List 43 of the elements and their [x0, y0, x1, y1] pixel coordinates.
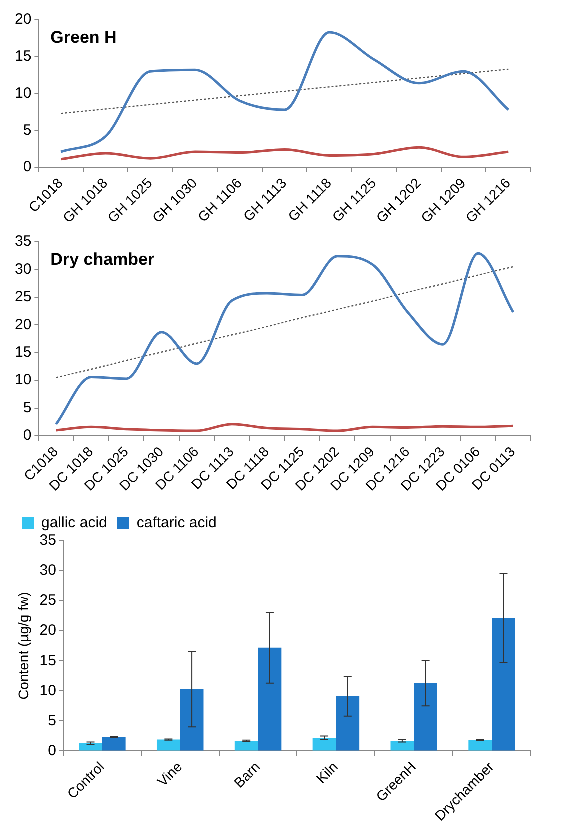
text: Green H — [50, 28, 117, 48]
y-tick-label: 20 — [14, 316, 32, 334]
bar — [180, 689, 204, 751]
y-tick-label: 5 — [23, 399, 32, 416]
y-tick-label: 0 — [23, 427, 32, 444]
y-tick-label: 15 — [14, 48, 32, 66]
x-tick-label: Kiln — [313, 758, 342, 787]
y-tick-label: 10 — [14, 84, 32, 102]
bar — [390, 741, 414, 751]
bar — [414, 683, 438, 751]
y-tick-label: 35 — [14, 233, 32, 250]
line-series — [60, 68, 510, 114]
bar — [79, 743, 102, 751]
y-tick-label: 25 — [14, 288, 32, 306]
y-tick-label: 10 — [40, 682, 56, 700]
y-tick-label: 0 — [48, 742, 56, 760]
y-axis-title: Content (µg/g fw) — [15, 592, 32, 700]
legend-label: caftaric acid — [136, 514, 217, 532]
bar — [312, 738, 336, 751]
bar — [468, 740, 492, 751]
y-tick-label: 20 — [14, 11, 32, 28]
y-tick-label: 10 — [14, 372, 32, 389]
bar — [234, 741, 258, 751]
y-tick-label: 20 — [40, 622, 56, 640]
bar — [156, 740, 180, 751]
y-tick-label: 35 — [40, 532, 56, 550]
bar — [102, 737, 126, 751]
line-series — [60, 146, 510, 161]
legend-label: gallic acid — [42, 514, 108, 532]
bar — [258, 648, 282, 751]
text: Dry chamber — [50, 250, 156, 270]
y-tick-label: 5 — [23, 122, 32, 139]
y-tick-label: 30 — [14, 260, 32, 278]
y-tick-label: 25 — [40, 592, 56, 610]
bar — [492, 618, 516, 751]
bar — [336, 696, 360, 751]
y-tick-label: 15 — [14, 344, 32, 362]
y-tick-label: 0 — [23, 158, 32, 176]
y-tick-label: 30 — [40, 562, 56, 580]
y-tick-label: 5 — [48, 712, 56, 730]
line-series — [55, 423, 515, 432]
y-tick-label: 15 — [40, 652, 56, 670]
x-tick-label: Vine — [154, 758, 186, 790]
